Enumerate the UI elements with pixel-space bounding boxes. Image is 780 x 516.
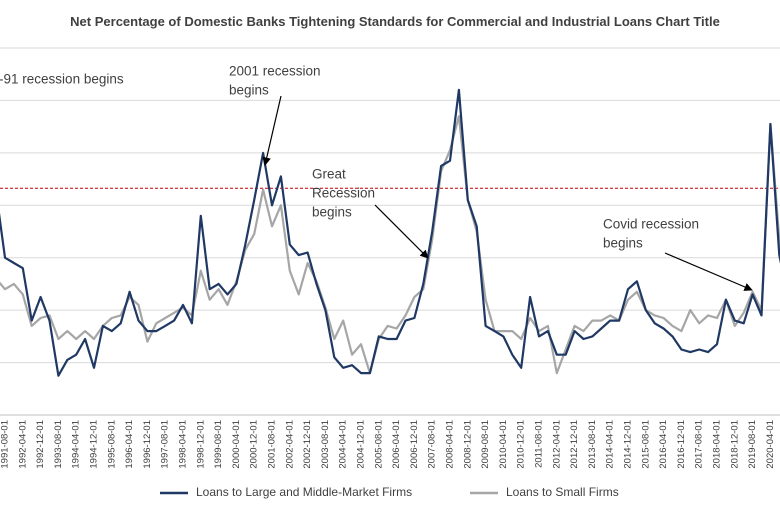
- x-tick-label: 2009-08-01: [480, 420, 491, 469]
- x-tick-label: 2004-04-01: [338, 420, 349, 469]
- x-tick-label: 1999-08-01: [213, 420, 224, 469]
- annotation: Recession: [312, 186, 375, 201]
- x-tick-label: 1996-12-01: [142, 420, 153, 469]
- legend-label: Loans to Small Firms: [506, 485, 619, 499]
- x-tick-label: 2016-12-01: [676, 420, 687, 469]
- x-tick-label: 2003-08-01: [320, 420, 331, 469]
- annotation-arrow: [374, 204, 429, 259]
- x-tick-label: 1998-04-01: [178, 420, 189, 469]
- annotation: Great: [312, 167, 346, 182]
- annotation-arrow: [262, 95, 282, 166]
- x-tick-label: 1992-04-01: [17, 420, 28, 469]
- x-tick-label: 2018-12-01: [729, 420, 740, 469]
- x-tick-label: 2010-12-01: [516, 420, 527, 469]
- annotation: begins: [312, 205, 352, 220]
- x-tick-label: 2002-04-01: [284, 420, 295, 469]
- x-tick-label: 1994-04-01: [71, 420, 82, 469]
- x-tick-label: 2007-08-01: [427, 420, 438, 469]
- x-tick-label: 2002-12-01: [302, 420, 313, 469]
- annotation: begins: [603, 236, 643, 251]
- x-tick-label: 2005-08-01: [373, 420, 384, 469]
- x-tick-label: 2004-12-01: [356, 420, 367, 469]
- legend-label: Loans to Large and Middle-Market Firms: [196, 485, 412, 499]
- x-tick-label: 1995-08-01: [106, 420, 117, 469]
- series-line: [0, 115, 780, 375]
- x-tick-label: 2017-08-01: [694, 420, 705, 469]
- x-tick-label: 2020-04-01: [765, 420, 776, 469]
- plot-area: [0, 47, 780, 416]
- x-tick-label: 2018-04-01: [712, 420, 723, 469]
- x-tick-label: 1992-12-01: [35, 420, 46, 469]
- x-tick-label: 2008-12-01: [462, 420, 473, 469]
- x-tick-label: 2012-04-01: [551, 420, 562, 469]
- x-tick-label: 2016-04-01: [658, 420, 669, 469]
- x-tick-label: 1993-08-01: [53, 420, 64, 469]
- x-tick-label: 2011-08-01: [534, 420, 545, 468]
- x-tick-label: 2015-08-01: [640, 420, 651, 469]
- x-tick-label: 1996-04-01: [124, 420, 135, 469]
- x-tick-label: 2012-12-01: [569, 420, 580, 469]
- overlay: 1991-08-01 1992-04-01 1992-12-01 1993-08-01…: [0, 64, 780, 499]
- x-tick-label: 2006-12-01: [409, 420, 420, 469]
- x-tick-label: 1997-08-01: [160, 420, 171, 469]
- x-tick-label: 2019-08-01: [747, 420, 758, 469]
- annotation: begins: [229, 83, 269, 98]
- x-tick-label: 1994-12-01: [89, 420, 100, 469]
- x-tick-label: 2014-04-01: [605, 420, 616, 469]
- chart-title: Net Percentage of Domestic Banks Tighten…: [70, 14, 720, 29]
- x-tick-label: 2008-04-01: [445, 420, 456, 469]
- annotation: Covid recession: [603, 217, 699, 232]
- x-tick-label: 1998-12-01: [195, 420, 206, 469]
- annotation: 1990-91 recession begins: [0, 72, 124, 87]
- annotation-arrow: [664, 252, 753, 291]
- annotation: 2001 recession: [229, 64, 321, 79]
- x-tick-label: 2001-08-01: [267, 420, 278, 469]
- x-tick-label: 2013-08-01: [587, 420, 598, 469]
- x-tick-label: 2006-04-01: [391, 420, 402, 469]
- x-tick-label: 2000-04-01: [231, 420, 242, 469]
- x-tick-label: 2000-12-01: [249, 420, 260, 469]
- x-tick-label: 1991-08-01: [0, 420, 11, 469]
- series-line: [0, 88, 780, 377]
- x-tick-label: 2014-12-01: [623, 420, 634, 469]
- x-tick-label: 2010-04-01: [498, 420, 509, 469]
